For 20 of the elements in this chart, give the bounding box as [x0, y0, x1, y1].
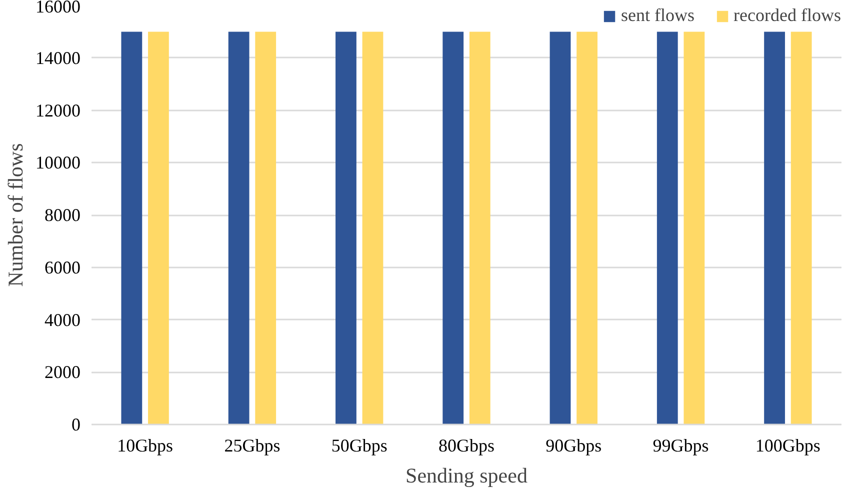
- legend-label: sent flows: [621, 5, 695, 26]
- x-tick-label: 10Gbps: [117, 436, 174, 456]
- x-tick-label: 80Gbps: [438, 436, 495, 456]
- y-tick-label: 0: [72, 414, 80, 434]
- x-tick-label: 99Gbps: [652, 436, 709, 456]
- y-tick-label: 12000: [36, 100, 80, 120]
- y-tick-label: 4000: [44, 310, 80, 330]
- x-tick-label: 90Gbps: [546, 436, 602, 456]
- x-tick-label: 100Gbps: [755, 436, 820, 456]
- y-tick-label: 16000: [36, 0, 80, 16]
- y-tick-label: 14000: [36, 48, 80, 68]
- y-tick-label: 8000: [44, 205, 80, 225]
- y-tick-label: 2000: [44, 362, 80, 382]
- y-tick-label: 6000: [44, 257, 80, 278]
- legend-label: recorded flows: [734, 5, 841, 26]
- x-tick-label: 50Gbps: [331, 436, 388, 456]
- x-axis-title: Sending speed: [406, 464, 528, 488]
- y-tick-label: 10000: [36, 152, 80, 173]
- y-axis-title: Number of flows: [4, 143, 28, 287]
- x-tick-label: 25Gbps: [224, 436, 280, 456]
